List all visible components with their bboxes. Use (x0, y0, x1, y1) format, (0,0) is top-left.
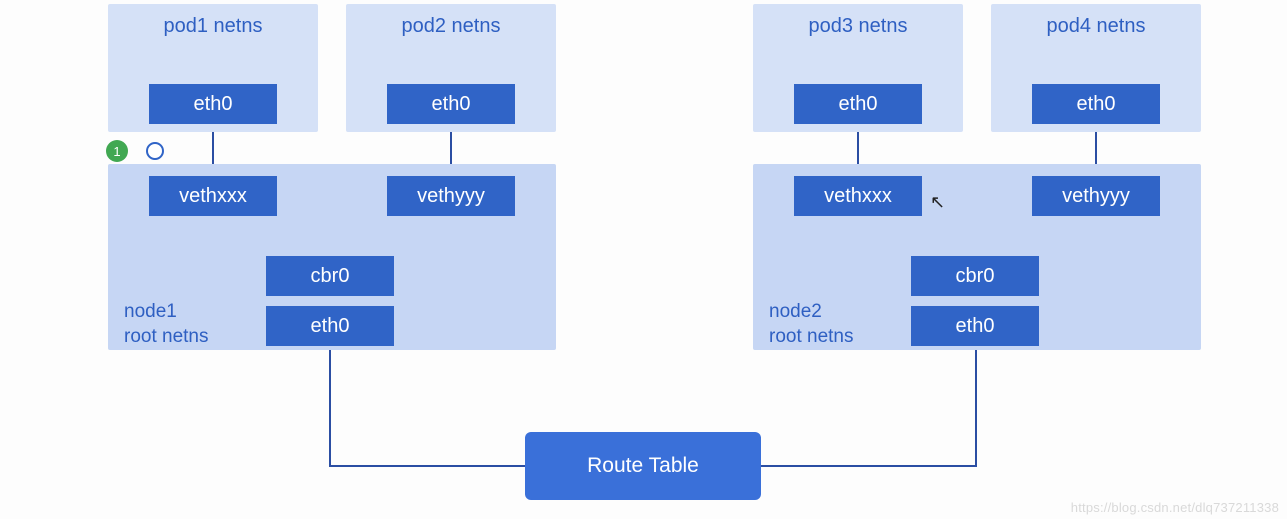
node1-cbr0-box: cbr0 (266, 256, 394, 296)
node1-root-label-line2: root netns (124, 325, 252, 350)
node1-root-label: node1 root netns (122, 300, 252, 348)
route-table-box: Route Table (525, 432, 761, 500)
node2-vethxxx-box: vethxxx (794, 176, 922, 216)
step-1-badge: 1 (106, 140, 128, 162)
pod3-label: pod3 netns (753, 12, 963, 40)
node2-root-eth0-box: eth0 (911, 306, 1039, 346)
node2-cbr0-box: cbr0 (911, 256, 1039, 296)
pod2-label: pod2 netns (346, 12, 556, 40)
veth-pair-circle (146, 142, 164, 160)
node1-root-label-line1: node1 (124, 300, 252, 325)
node1-vethxxx-box: vethxxx (149, 176, 277, 216)
node1-vethyyy-box: vethyyy (387, 176, 515, 216)
pod1-eth0-box: eth0 (149, 84, 277, 124)
pod3-eth0-box: eth0 (794, 84, 922, 124)
node1-root-eth0-box: eth0 (266, 306, 394, 346)
pod2-eth0-box: eth0 (387, 84, 515, 124)
node2-root-label: node2 root netns (767, 300, 897, 348)
diagram-canvas: pod1 netns pod2 netns eth0 eth0 vethxxx … (0, 0, 1287, 519)
watermark-text: https://blog.csdn.net/dlq737211338 (1071, 500, 1279, 515)
step-1-badge-text: 1 (113, 144, 120, 159)
node2-vethyyy-box: vethyyy (1032, 176, 1160, 216)
pod4-eth0-box: eth0 (1032, 84, 1160, 124)
pod1-label: pod1 netns (108, 12, 318, 40)
node2-root-label-line2: root netns (769, 325, 897, 350)
pod4-label: pod4 netns (991, 12, 1201, 40)
node2-root-label-line1: node2 (769, 300, 897, 325)
